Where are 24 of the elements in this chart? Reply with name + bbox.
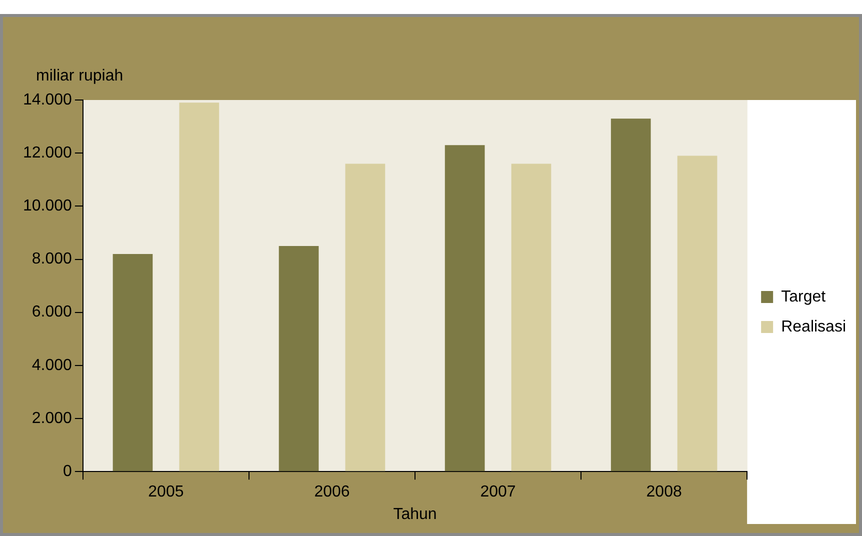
legend-label: Target [781,288,826,306]
bar [112,254,153,472]
bar [677,156,718,472]
y-tick-label: 10.000 [23,198,72,215]
bar [444,145,485,472]
bar [511,164,552,472]
y-tick-label: 4.000 [32,356,72,374]
bar [345,164,386,472]
bar [278,246,319,472]
y-tick-label: 8.000 [32,250,72,268]
y-tick-label: 12.000 [23,144,72,162]
bar [610,118,651,472]
y-axis-title: miliar rupiah [36,67,124,84]
x-tick-label: 2008 [646,484,682,501]
y-tick-label: 6.000 [32,304,72,321]
bar [179,102,220,472]
y-tick-label: 2.000 [32,410,72,427]
x-axis-title: Tahun [393,506,437,523]
x-tick-label: 2005 [148,484,184,501]
y-tick-label: 0 [63,463,72,480]
x-tick-label: 2006 [314,484,350,501]
legend-label: Realisasi [781,318,846,336]
x-tick-label: 2007 [480,484,516,501]
y-tick-label: 14.000 [23,91,72,108]
